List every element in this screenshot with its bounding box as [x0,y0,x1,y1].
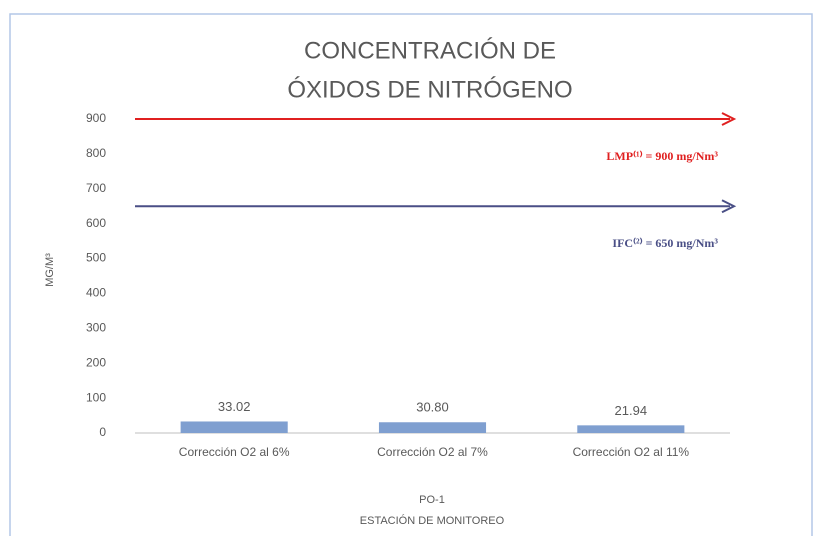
y-tick-label: 500 [86,251,106,265]
reference-label: IFC⁽²⁾ = 650 mg/Nm³ [612,236,718,250]
x-axis-label: ESTACIÓN DE MONITOREO [360,514,505,527]
chart-frame [9,13,813,536]
x-tick-label: Corrección O2 al 6% [179,445,290,459]
y-tick-label: 0 [99,425,106,439]
y-tick-label: 700 [86,181,106,195]
y-tick-label: 800 [86,146,106,160]
bar [577,425,685,433]
x-axis-label: PO-1 [419,494,445,506]
y-tick-label: 300 [86,321,106,335]
chart-title: ÓXIDOS DE NITRÓGENO [287,76,572,103]
data-label: 33.02 [218,399,251,414]
reference-label: LMP⁽¹⁾ = 900 mg/Nm³ [606,149,718,163]
y-tick-label: 600 [86,216,106,230]
arrow-head [721,199,737,214]
data-label: 21.94 [615,403,648,418]
data-label: 30.80 [416,400,449,415]
x-tick-label: Corrección O2 al 11% [573,445,690,459]
y-axis-label: MG/M³ [44,253,56,287]
y-tick-label: 900 [86,111,106,125]
y-tick-label: 100 [86,390,106,404]
y-tick-label: 200 [86,355,106,369]
y-tick-label: 400 [86,286,106,300]
chart-title: CONCENTRACIÓN DE [304,37,556,64]
arrow-head [721,112,737,126]
bar [180,421,288,433]
x-tick-label: Corrección O2 al 7% [377,445,488,459]
bar [378,422,487,433]
